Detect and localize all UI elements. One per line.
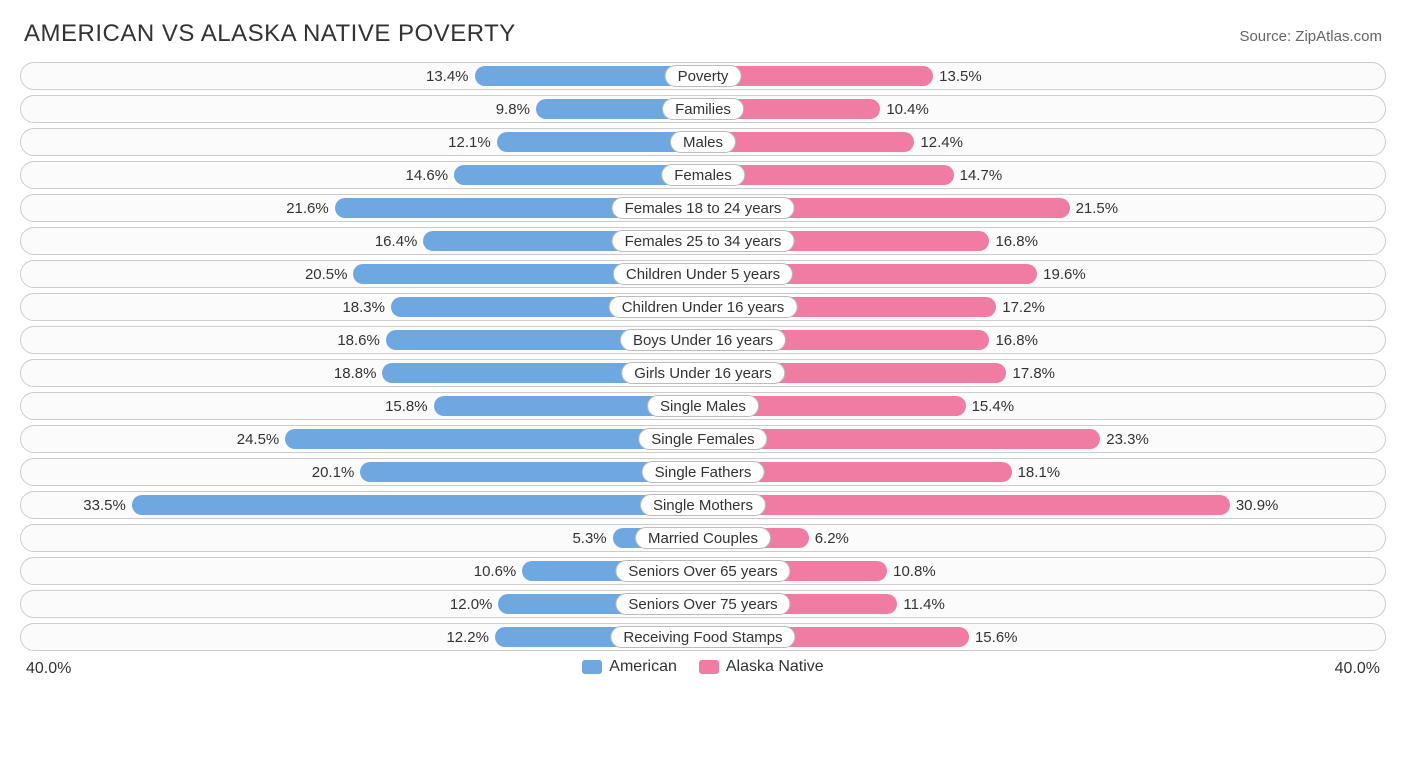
category-label: Single Males [647,395,759,417]
category-label: Married Couples [635,527,771,549]
chart-row: 24.5% 23.3% Single Females [20,425,1386,453]
chart-row: 18.8% 17.8% Girls Under 16 years [20,359,1386,387]
value-american: 20.5% [293,261,353,287]
value-alaska-native: 15.6% [969,624,1029,650]
category-label: Boys Under 16 years [620,329,786,351]
category-label: Single Females [638,428,767,450]
chart-row: 5.3% 6.2% Married Couples [20,524,1386,552]
category-label: Single Fathers [642,461,765,483]
value-american: 33.5% [72,492,132,518]
value-american: 18.8% [322,360,382,386]
value-alaska-native: 10.8% [887,558,947,584]
value-alaska-native: 13.5% [933,63,993,89]
chart-title: AMERICAN VS ALASKA NATIVE POVERTY [24,20,516,48]
chart-row: 20.1% 18.1% Single Fathers [20,458,1386,486]
category-label: Families [662,98,744,120]
value-american: 12.0% [438,591,498,617]
value-alaska-native: 12.4% [914,129,974,155]
value-alaska-native: 6.2% [809,525,869,551]
category-label: Females [661,164,745,186]
chart-row: 18.6% 16.8% Boys Under 16 years [20,326,1386,354]
value-alaska-native: 15.4% [966,393,1026,419]
category-label: Children Under 16 years [609,296,798,318]
value-american: 18.6% [326,327,386,353]
chart-row: 13.4% 13.5% Poverty [20,62,1386,90]
category-label: Seniors Over 65 years [615,560,790,582]
chart-row: 16.4% 16.8% Females 25 to 34 years [20,227,1386,255]
category-label: Poverty [665,65,742,87]
legend-label-american: American [609,658,677,676]
value-alaska-native: 11.4% [897,591,957,617]
value-american: 5.3% [553,525,613,551]
value-alaska-native: 17.2% [996,294,1056,320]
value-alaska-native: 16.8% [989,327,1049,353]
category-label: Females 25 to 34 years [612,230,795,252]
diverging-bar-chart: 13.4%13.5%Poverty9.8%10.4%Families12.1%1… [20,62,1386,651]
bar-american [132,495,703,515]
value-alaska-native: 17.8% [1006,360,1066,386]
category-label: Children Under 5 years [613,263,793,285]
legend-item-american: American [582,658,677,676]
chart-row: 20.5% 19.6% Children Under 5 years [20,260,1386,288]
category-label: Females 18 to 24 years [612,197,795,219]
value-american: 10.6% [462,558,522,584]
chart-row: 14.6% 14.7% Females [20,161,1386,189]
axis-left-max: 40.0% [26,660,71,678]
chart-row: 18.3% 17.2% Children Under 16 years [20,293,1386,321]
chart-row: 9.8% 10.4% Families [20,95,1386,123]
value-american: 9.8% [476,96,536,122]
chart-source: Source: ZipAtlas.com [1239,28,1382,45]
value-american: 12.2% [435,624,495,650]
swatch-alaska-native [699,660,719,674]
value-alaska-native: 10.4% [880,96,940,122]
value-american: 12.1% [437,129,497,155]
category-label: Males [670,131,736,153]
value-alaska-native: 30.9% [1230,492,1290,518]
chart-row: 12.0% 11.4% Seniors Over 75 years [20,590,1386,618]
chart-row: 33.5% 30.9% Single Mothers [20,491,1386,519]
value-american: 21.6% [275,195,335,221]
value-american: 13.4% [415,63,475,89]
chart-row: 15.8% 15.4% Single Males [20,392,1386,420]
legend: American Alaska Native [20,658,1386,676]
value-alaska-native: 14.7% [954,162,1014,188]
value-american: 14.6% [394,162,454,188]
chart-row: 12.2% 15.6% Receiving Food Stamps [20,623,1386,651]
value-american: 18.3% [331,294,391,320]
legend-label-alaska-native: Alaska Native [726,658,824,676]
swatch-american [582,660,602,674]
value-alaska-native: 18.1% [1012,459,1072,485]
value-american: 15.8% [374,393,434,419]
value-american: 16.4% [363,228,423,254]
value-alaska-native: 19.6% [1037,261,1097,287]
value-alaska-native: 23.3% [1100,426,1160,452]
legend-item-alaska-native: Alaska Native [699,658,824,676]
chart-row: 21.6% 21.5% Females 18 to 24 years [20,194,1386,222]
chart-row: 12.1% 12.4% Males [20,128,1386,156]
bar-alaska-native [703,495,1230,515]
value-american: 24.5% [225,426,285,452]
category-label: Single Mothers [640,494,766,516]
chart-row: 10.6% 10.8% Seniors Over 65 years [20,557,1386,585]
value-alaska-native: 21.5% [1070,195,1130,221]
value-american: 20.1% [300,459,360,485]
value-alaska-native: 16.8% [989,228,1049,254]
axis-right-max: 40.0% [1335,660,1380,678]
category-label: Receiving Food Stamps [610,626,795,648]
chart-header: AMERICAN VS ALASKA NATIVE POVERTY Source… [20,20,1386,48]
category-label: Girls Under 16 years [621,362,785,384]
category-label: Seniors Over 75 years [615,593,790,615]
